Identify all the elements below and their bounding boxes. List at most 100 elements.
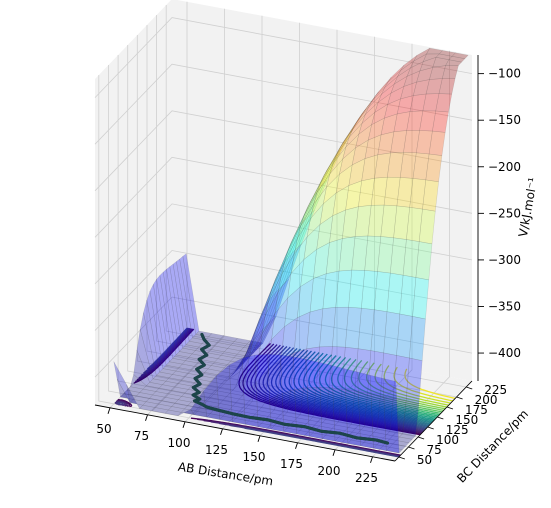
surface-patch	[249, 305, 266, 347]
surface-patch	[422, 93, 440, 112]
z-tick-label: −300	[488, 253, 521, 267]
surface-patch	[145, 398, 163, 405]
z-grid-line	[94, 110, 473, 192]
surface-patch	[229, 405, 247, 412]
surface-patch	[351, 235, 369, 271]
surface-patch	[358, 96, 376, 119]
surface-patch	[396, 177, 414, 208]
surface-patch	[326, 158, 343, 188]
surface-patch	[387, 86, 405, 105]
surface-patch	[390, 237, 407, 276]
surface-patch	[204, 336, 222, 343]
surface-patch	[251, 368, 269, 403]
surface-patch	[338, 388, 356, 425]
surface-patch	[331, 365, 349, 444]
surface-patch	[352, 107, 369, 130]
surface-patch	[232, 402, 250, 409]
surface-patch	[182, 253, 200, 335]
surface-patch	[393, 111, 411, 133]
surface-patch	[270, 409, 288, 416]
surface-patch	[165, 361, 183, 368]
surface-patch	[393, 67, 411, 85]
surface-patch	[282, 246, 299, 286]
surface-patch	[320, 154, 337, 184]
surface-patch	[413, 47, 431, 62]
y-tick-mark	[417, 436, 425, 440]
surface-patch	[297, 195, 315, 230]
surface-patch	[377, 131, 395, 156]
surface-patch	[380, 352, 397, 399]
surface-patch	[126, 386, 144, 393]
surface-patch	[203, 384, 221, 392]
surface-patch	[338, 236, 356, 272]
surface-patch	[158, 400, 176, 407]
surface-patch	[152, 391, 170, 398]
surface-patch	[358, 177, 375, 207]
y-tick-mark	[408, 446, 415, 450]
surface-patch	[357, 307, 375, 351]
surface-patch	[387, 64, 405, 83]
surface-patch	[310, 170, 328, 202]
surface-patch	[288, 220, 305, 258]
surface-patch	[293, 417, 311, 424]
surface-patch	[182, 344, 200, 351]
surface-patch	[152, 375, 170, 382]
surface-patch	[345, 306, 362, 349]
surface-patch	[159, 368, 177, 375]
surface-patch	[425, 78, 443, 95]
surface-patch	[252, 300, 269, 343]
surface-patch	[308, 432, 326, 439]
surface-patch	[261, 394, 279, 410]
surface-patch	[213, 374, 231, 381]
surface-patch	[214, 342, 232, 349]
contour-line	[319, 355, 438, 418]
surface-patch	[294, 218, 311, 254]
surface-patch	[344, 368, 361, 447]
surface-patch	[367, 204, 385, 237]
potential-surface	[113, 47, 469, 454]
surface-patch	[390, 130, 407, 154]
surface-patch	[162, 364, 180, 372]
surface-patch	[383, 176, 401, 207]
surface-patch	[158, 384, 176, 391]
surface-patch	[303, 346, 320, 389]
surface-patch	[396, 313, 413, 359]
x-grid-line	[184, 15, 263, 423]
surface-patch	[207, 365, 225, 372]
surface-patch	[171, 402, 189, 410]
surface-patch	[377, 83, 395, 103]
surface-patch	[368, 87, 385, 108]
surface-patch	[323, 152, 341, 184]
x-tick-label: 175	[280, 457, 303, 471]
surface-patch	[203, 400, 221, 408]
surface-patch	[409, 316, 426, 361]
surface-patch	[168, 390, 186, 397]
surface-patch	[219, 399, 237, 407]
y-grid-line	[117, 55, 419, 438]
surface-patch	[220, 367, 238, 374]
surface-patch	[325, 387, 343, 422]
surface-patch	[222, 396, 240, 403]
y-grid-line	[156, 15, 457, 398]
surface-patch	[399, 152, 417, 179]
surface-patch	[367, 350, 384, 396]
surface-patch	[143, 300, 160, 376]
x-tick-mark	[107, 407, 111, 414]
surface-patch	[274, 273, 292, 315]
surface-patch	[178, 379, 196, 387]
surface-patch	[130, 374, 147, 390]
surface-patch	[255, 288, 273, 330]
surface-patch	[267, 353, 285, 432]
surface-patch	[245, 333, 263, 378]
surface-patch	[149, 378, 167, 385]
surface-patch	[206, 397, 224, 404]
trajectory-surface-line	[191, 332, 389, 445]
surface-patch	[165, 377, 183, 384]
contour-line	[374, 363, 449, 406]
surface-patch	[254, 353, 272, 430]
surface-patch	[230, 341, 248, 348]
surface-patch	[275, 253, 292, 293]
surface-patch	[233, 346, 250, 374]
surface-patch	[272, 257, 289, 297]
surface-patch	[395, 436, 413, 444]
